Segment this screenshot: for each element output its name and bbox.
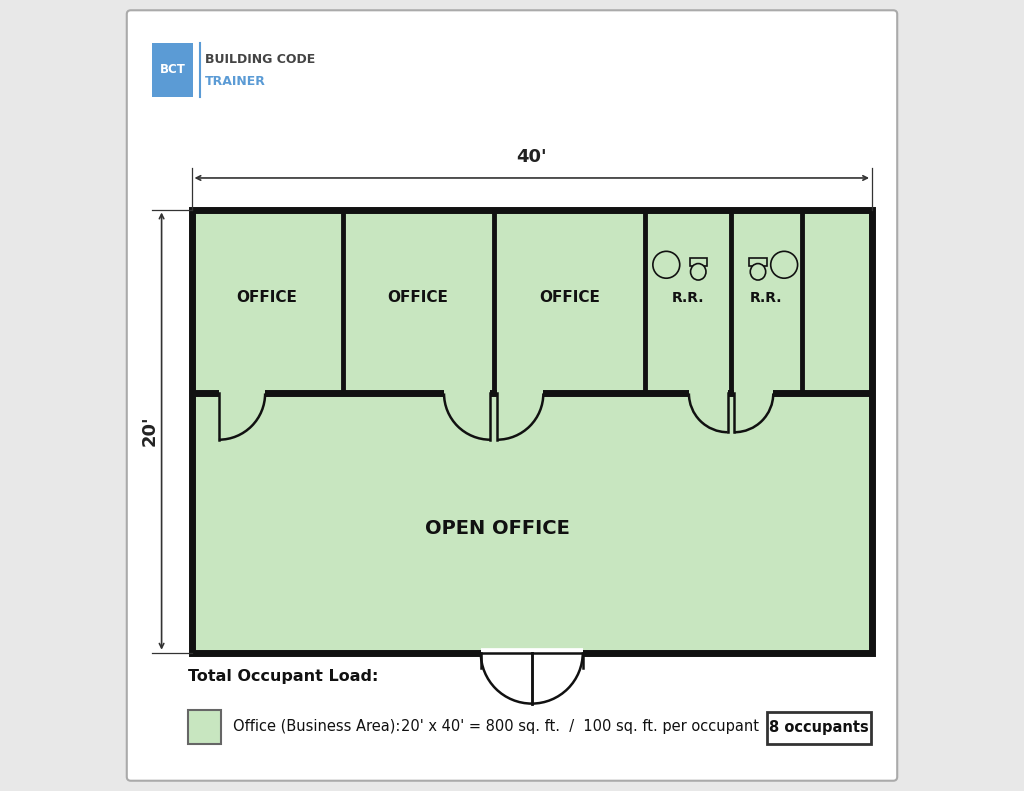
Text: BUILDING CODE: BUILDING CODE [205, 54, 315, 66]
Text: R.R.: R.R. [672, 291, 705, 305]
Circle shape [653, 252, 680, 278]
Text: 20': 20' [140, 416, 159, 446]
Ellipse shape [751, 263, 766, 280]
Text: Total Occupant Load:: Total Occupant Load: [187, 669, 378, 683]
Bar [689, 258, 707, 266]
Text: 20' x 40' = 800 sq. ft.  /  100 sq. ft. per occupant  =: 20' x 40' = 800 sq. ft. / 100 sq. ft. pe… [401, 719, 780, 733]
Text: BCT: BCT [160, 63, 185, 76]
Text: 40': 40' [516, 148, 547, 166]
Bar [153, 43, 194, 97]
Text: OFFICE: OFFICE [388, 290, 449, 305]
Text: TRAINER: TRAINER [205, 75, 266, 88]
Text: Office (Business Area):: Office (Business Area): [232, 719, 400, 733]
Bar [750, 258, 767, 266]
Bar [191, 210, 871, 653]
Text: 8 occupants: 8 occupants [769, 721, 868, 735]
Text: OFFICE: OFFICE [237, 290, 298, 305]
Ellipse shape [690, 263, 706, 280]
Text: OPEN OFFICE: OPEN OFFICE [425, 519, 570, 538]
Circle shape [771, 252, 798, 278]
Text: R.R.: R.R. [751, 291, 782, 305]
Bar [187, 710, 221, 744]
Bar [767, 712, 871, 744]
Text: OFFICE: OFFICE [539, 290, 600, 305]
FancyBboxPatch shape [127, 10, 897, 781]
